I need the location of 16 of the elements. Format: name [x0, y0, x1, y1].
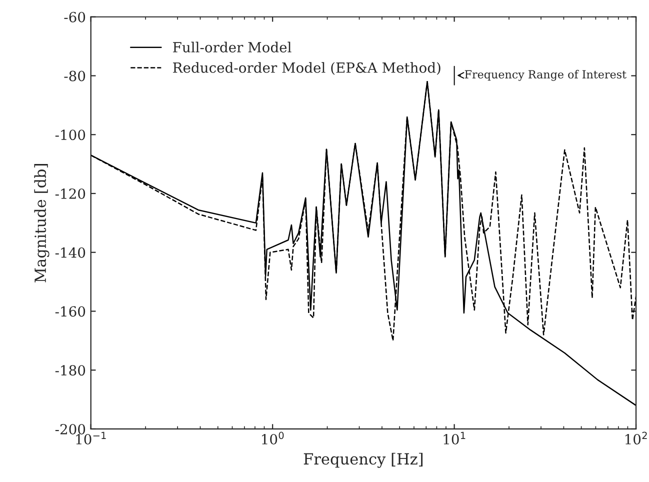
x-tick-label: 10$^{1}$: [444, 432, 466, 444]
y-tick-label: -140: [55, 247, 86, 258]
y-tick-label: -120: [55, 188, 86, 199]
y-tick-label: -180: [55, 365, 86, 376]
y-tick-label: -100: [55, 130, 86, 140]
y-tick-label: -60: [64, 12, 86, 22]
legend-label: Reduced-order Model (EP&A Method): [173, 62, 440, 75]
y-axis-title: Magnitude [db]: [34, 164, 50, 282]
y-tick-label: -160: [55, 306, 86, 317]
x-tick-label: 10$^{2}$: [625, 432, 647, 444]
legend-label: Full-order Model: [173, 42, 292, 52]
x-tick-label: 10$^{0}$: [262, 432, 284, 444]
x-axis-title: Frequency [Hz]: [304, 452, 423, 468]
y-tick-label: -80: [64, 70, 86, 82]
annotation: Frequency Range of Interest: [464, 70, 626, 81]
y-tick-label: -200: [55, 424, 86, 434]
